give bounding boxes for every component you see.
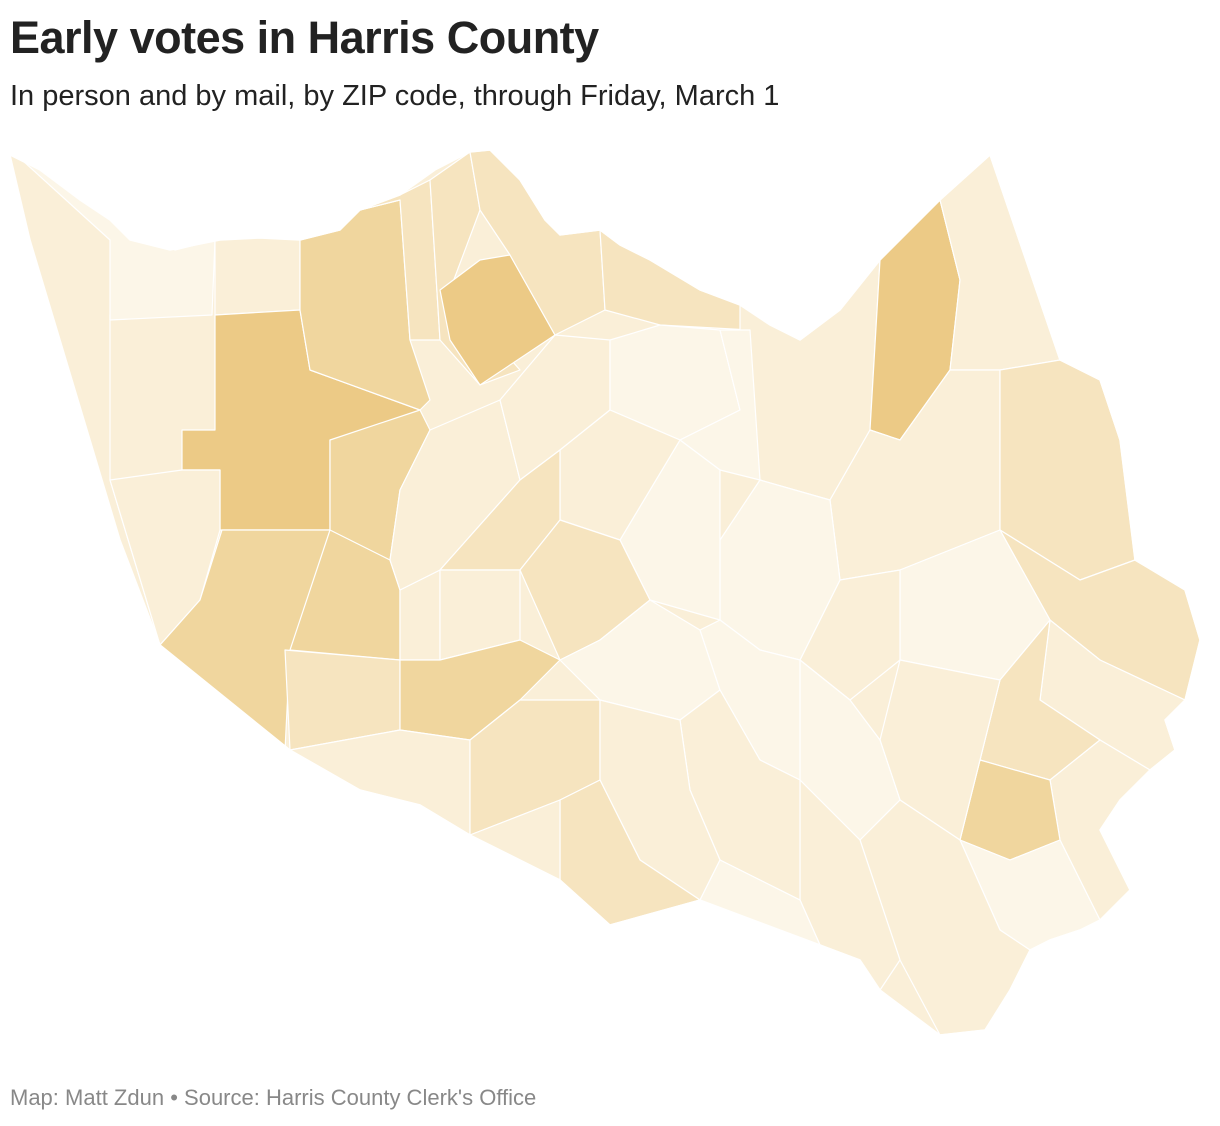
- county-outline: [8, 149, 1201, 1036]
- zip-region: [439, 569, 521, 661]
- map-footer: Map: Matt Zdun • Source: Harris County C…: [10, 1084, 536, 1112]
- harris-county-zip-map: [8, 149, 1201, 1036]
- choropleth-map: [0, 140, 1220, 1040]
- zip-region: [214, 234, 301, 316]
- credit-text: Map: Matt Zdun: [10, 1085, 165, 1110]
- zip-region: [939, 154, 1061, 371]
- source-text: Source: Harris County Clerk's Office: [184, 1085, 537, 1110]
- separator-dot: •: [170, 1085, 178, 1110]
- map-title: Early votes in Harris County: [10, 12, 599, 63]
- zip-code-regions: [10, 150, 1200, 1035]
- map-subtitle: In person and by mail, by ZIP code, thro…: [10, 80, 780, 112]
- zip-region: [599, 229, 751, 331]
